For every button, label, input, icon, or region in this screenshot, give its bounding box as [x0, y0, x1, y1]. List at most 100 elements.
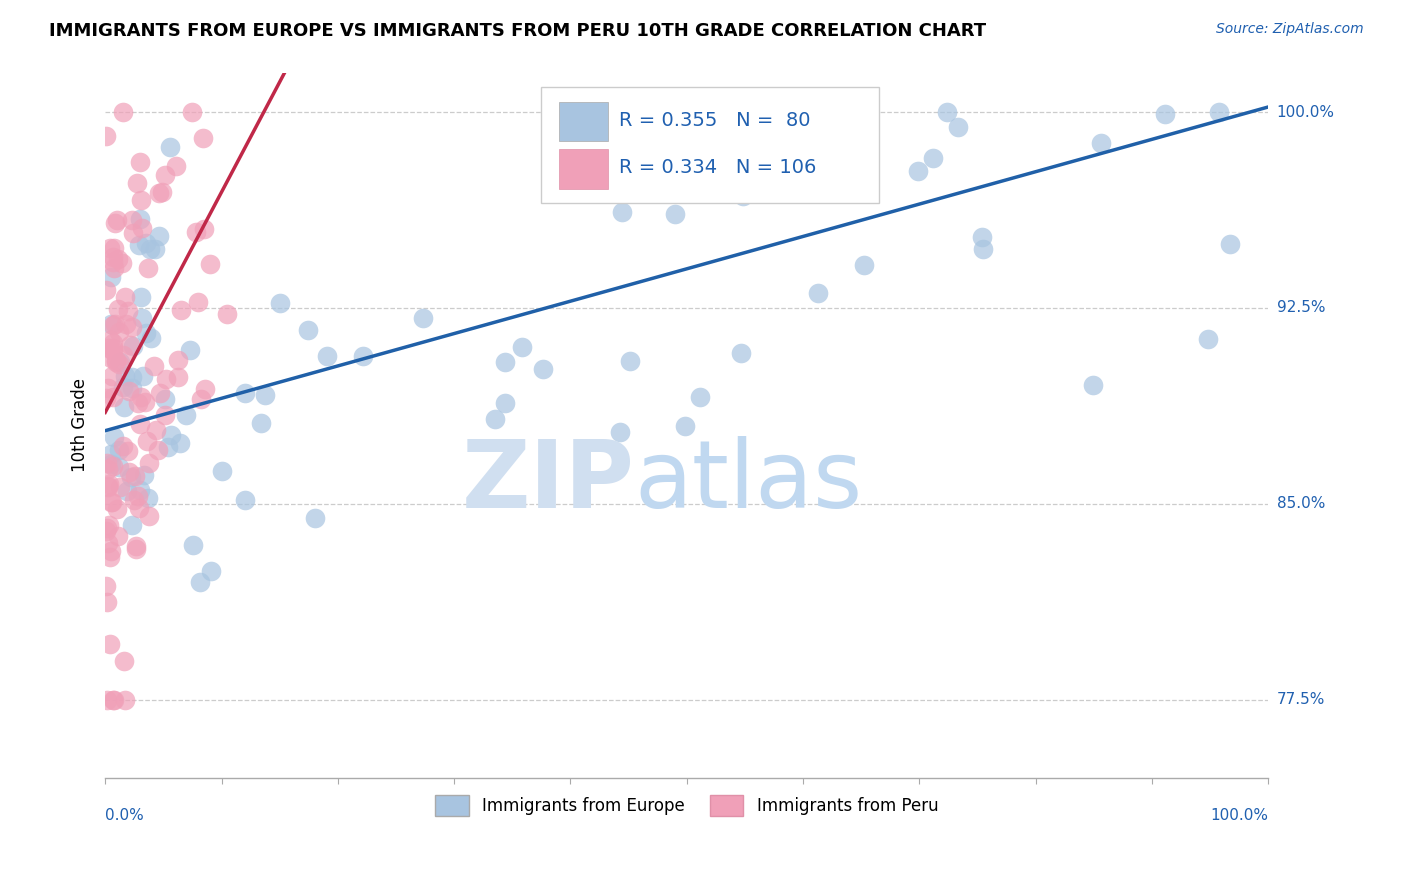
Point — [98, 477, 121, 491]
Point — [118, 384, 141, 399]
Point — [108, 442, 131, 457]
Point — [121, 381, 143, 395]
Point — [100, 351, 122, 366]
Point — [98, 550, 121, 565]
Point — [107, 460, 129, 475]
Point — [112, 379, 135, 393]
Point — [96, 391, 118, 405]
Point — [1090, 136, 1112, 151]
Legend: Immigrants from Europe, Immigrants from Peru: Immigrants from Europe, Immigrants from … — [429, 789, 945, 822]
Point — [97, 517, 120, 532]
Point — [120, 470, 142, 484]
Point — [103, 261, 125, 276]
Point — [128, 238, 150, 252]
Point — [730, 346, 752, 360]
Point — [111, 105, 134, 120]
Point — [100, 269, 122, 284]
Point — [190, 392, 212, 407]
Y-axis label: 10th Grade: 10th Grade — [72, 378, 89, 473]
Point — [121, 212, 143, 227]
Point — [148, 442, 170, 457]
Point — [101, 390, 124, 404]
Point — [131, 390, 153, 404]
Point — [122, 493, 145, 508]
Point — [610, 205, 633, 219]
Point — [1154, 107, 1177, 121]
Point — [921, 151, 943, 165]
Text: IMMIGRANTS FROM EUROPE VS IMMIGRANTS FROM PERU 10TH GRADE CORRELATION CHART: IMMIGRANTS FROM EUROPE VS IMMIGRANTS FRO… — [49, 22, 987, 40]
Point — [135, 235, 157, 250]
Point — [673, 419, 696, 434]
Point — [100, 458, 122, 472]
Point — [131, 193, 153, 207]
Point — [139, 242, 162, 256]
Point — [156, 440, 179, 454]
Text: 100.0%: 100.0% — [1211, 808, 1268, 823]
Point — [129, 483, 152, 498]
Point — [125, 539, 148, 553]
Point — [96, 692, 118, 706]
Text: ZIP: ZIP — [461, 436, 634, 528]
Point — [96, 579, 118, 593]
Point — [250, 416, 273, 430]
Point — [731, 189, 754, 203]
Point — [148, 186, 170, 200]
Point — [184, 225, 207, 239]
FancyBboxPatch shape — [558, 102, 607, 141]
Point — [118, 466, 141, 480]
Point — [127, 176, 149, 190]
Point — [112, 654, 135, 668]
Point — [510, 340, 533, 354]
Point — [143, 242, 166, 256]
Text: Source: ZipAtlas.com: Source: ZipAtlas.com — [1216, 22, 1364, 37]
Point — [153, 392, 176, 406]
Text: R = 0.334   N = 106: R = 0.334 N = 106 — [620, 158, 817, 177]
Point — [98, 341, 121, 355]
Point — [103, 430, 125, 444]
Point — [103, 344, 125, 359]
Point — [254, 388, 277, 402]
Point — [121, 517, 143, 532]
Point — [297, 323, 319, 337]
Point — [145, 423, 167, 437]
Point — [165, 159, 187, 173]
Point — [104, 216, 127, 230]
Point — [217, 307, 239, 321]
Point — [179, 343, 201, 357]
Point — [193, 131, 215, 145]
Point — [160, 428, 183, 442]
Point — [122, 339, 145, 353]
Point — [114, 369, 136, 384]
Point — [100, 494, 122, 508]
Point — [269, 296, 291, 310]
Point — [150, 185, 173, 199]
Text: R = 0.355   N =  80: R = 0.355 N = 80 — [620, 111, 811, 129]
Point — [128, 417, 150, 432]
Point — [159, 140, 181, 154]
Point — [96, 595, 118, 609]
Point — [96, 129, 118, 144]
Point — [111, 255, 134, 269]
Point — [104, 353, 127, 368]
Text: 100.0%: 100.0% — [1277, 104, 1334, 120]
Point — [101, 336, 124, 351]
Point — [619, 353, 641, 368]
Point — [167, 352, 190, 367]
Point — [194, 382, 217, 396]
Point — [167, 369, 190, 384]
Point — [233, 493, 256, 508]
Point — [107, 325, 129, 339]
Point — [148, 386, 170, 401]
Point — [98, 333, 121, 347]
Point — [155, 409, 177, 423]
Point — [125, 541, 148, 556]
Point — [124, 469, 146, 483]
Point — [121, 226, 143, 240]
Point — [103, 250, 125, 264]
Point — [105, 501, 128, 516]
Point — [111, 440, 134, 454]
Point — [101, 342, 124, 356]
Point — [97, 479, 120, 493]
Point — [155, 372, 177, 386]
Point — [101, 255, 124, 269]
